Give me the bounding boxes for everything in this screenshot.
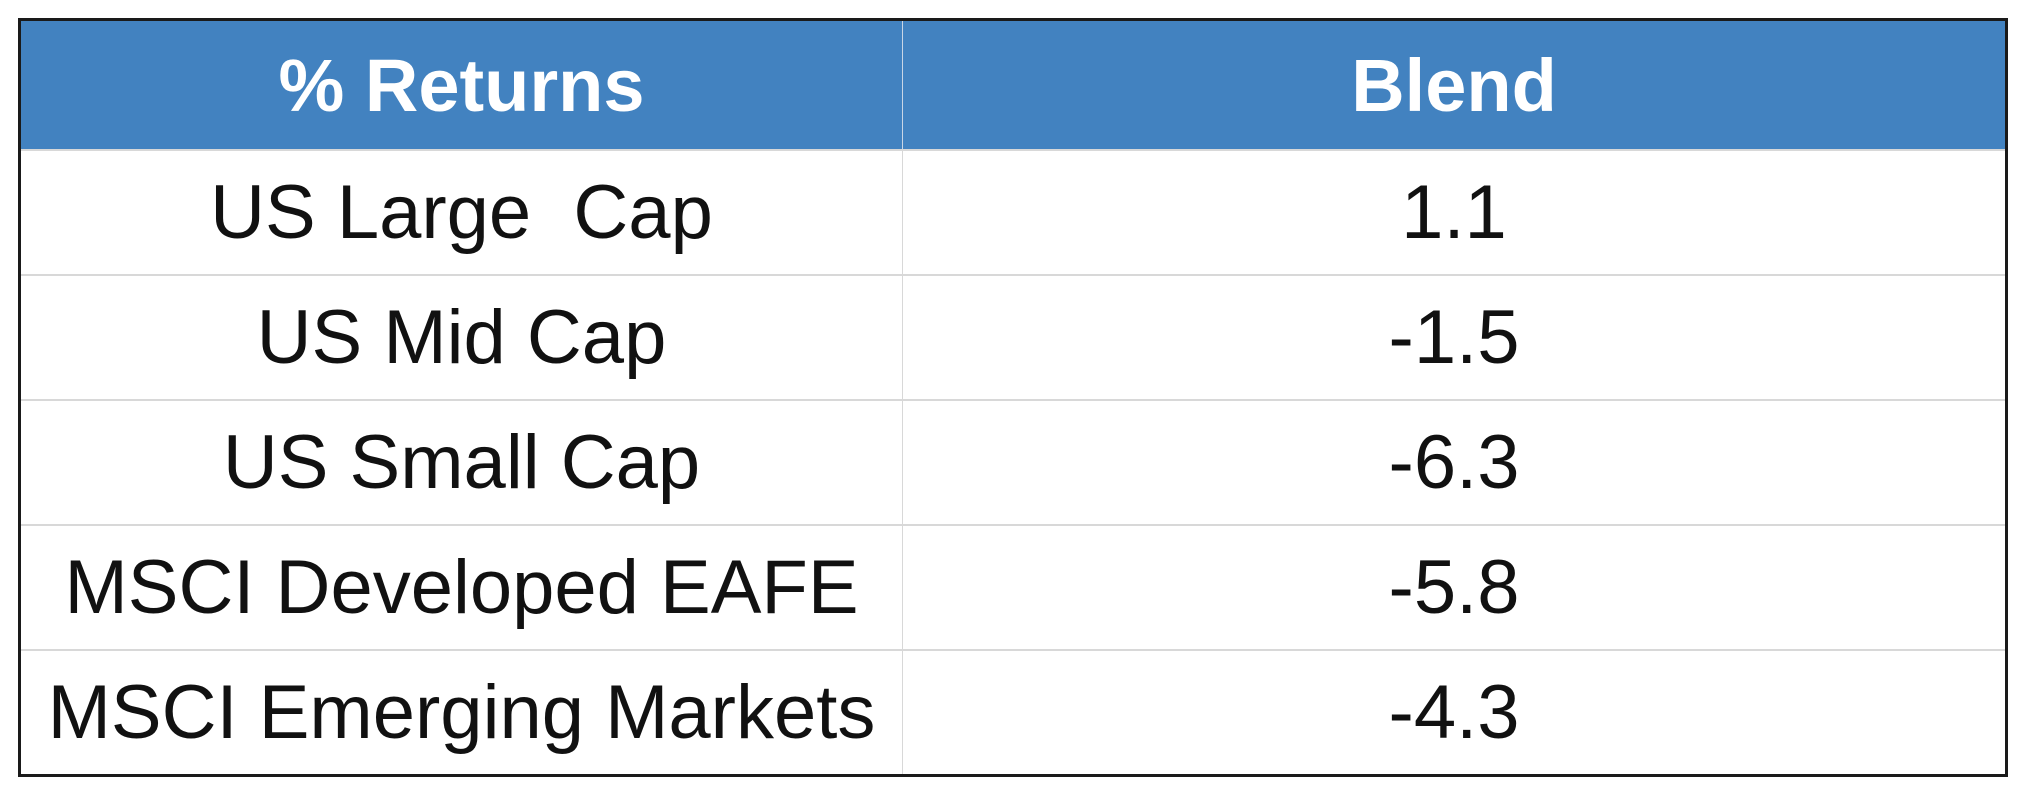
header-cell: % Returns: [19, 19, 903, 150]
row-label: MSCI Developed EAFE: [19, 524, 903, 650]
row-value: -5.8: [902, 524, 2007, 650]
table-row: US Small Cap -6.3: [19, 399, 2007, 525]
table-container: % Returns Blend US Large Cap 1.1 US Mid Ca…: [18, 18, 2008, 777]
table-row: MSCI Developed EAFE -5.8: [19, 524, 2007, 650]
returns-table: % Returns Blend US Large Cap 1.1 US Mid Ca…: [18, 18, 2008, 777]
row-value: -1.5: [902, 274, 2007, 400]
table-row: US Large Cap 1.1: [19, 149, 2007, 275]
row-label: MSCI Emerging Markets: [19, 649, 903, 776]
table-row: US Mid Cap -1.5: [19, 274, 2007, 400]
row-label: US Small Cap: [19, 399, 903, 525]
row-value: 1.1: [902, 149, 2007, 275]
row-label: US Mid Cap: [19, 274, 903, 400]
table-row: MSCI Emerging Markets -4.3: [19, 649, 2007, 776]
row-value: -4.3: [902, 649, 2007, 776]
header-row: % Returns Blend: [19, 19, 2007, 150]
row-value: -6.3: [902, 399, 2007, 525]
table-body: US Large Cap 1.1 US Mid Cap -1.5 US Small Ca…: [19, 149, 2007, 776]
header-cell: Blend: [902, 19, 2007, 150]
row-label: US Large Cap: [19, 149, 903, 275]
table-header: % Returns Blend: [19, 19, 2007, 150]
